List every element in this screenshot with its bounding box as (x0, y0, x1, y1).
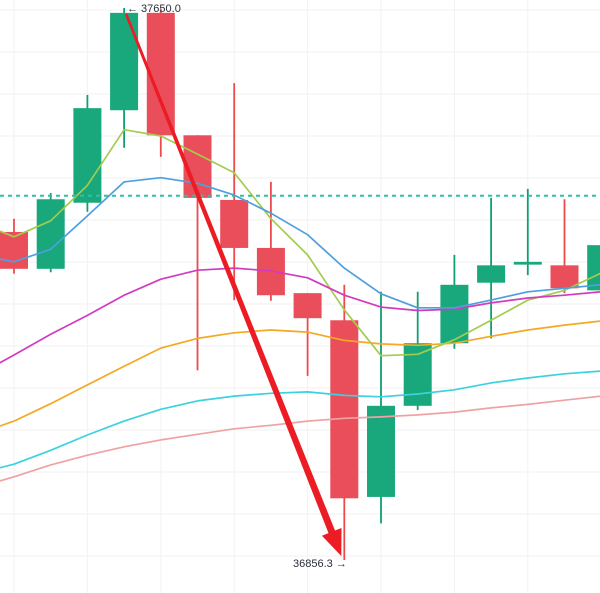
candle-bullish (440, 284, 469, 344)
candle-bullish (367, 405, 395, 497)
ma-magenta (0, 267, 600, 364)
ma-salmon (0, 395, 600, 482)
candle-bearish (330, 320, 359, 499)
candle-bullish (513, 261, 542, 265)
candle-bullish (110, 12, 139, 111)
candle-bearish (0, 231, 28, 269)
high-price-label: ← 37650.0 (127, 3, 181, 15)
candle-bearish (220, 199, 249, 248)
ma-cyan (0, 370, 600, 469)
candle-bullish (73, 108, 102, 203)
ma-yellowgreen (0, 128, 600, 357)
candle-bullish (36, 199, 65, 269)
ma-orange (0, 320, 600, 427)
trend-arrow (124, 13, 342, 556)
candle-bullish (587, 245, 600, 291)
candle-bearish (293, 293, 322, 319)
candle-bullish (477, 265, 506, 283)
candle-bearish (550, 265, 579, 289)
ma-blue (0, 176, 600, 309)
candle-bullish (403, 343, 432, 406)
low-price-label: 36856.3 → (293, 558, 347, 570)
